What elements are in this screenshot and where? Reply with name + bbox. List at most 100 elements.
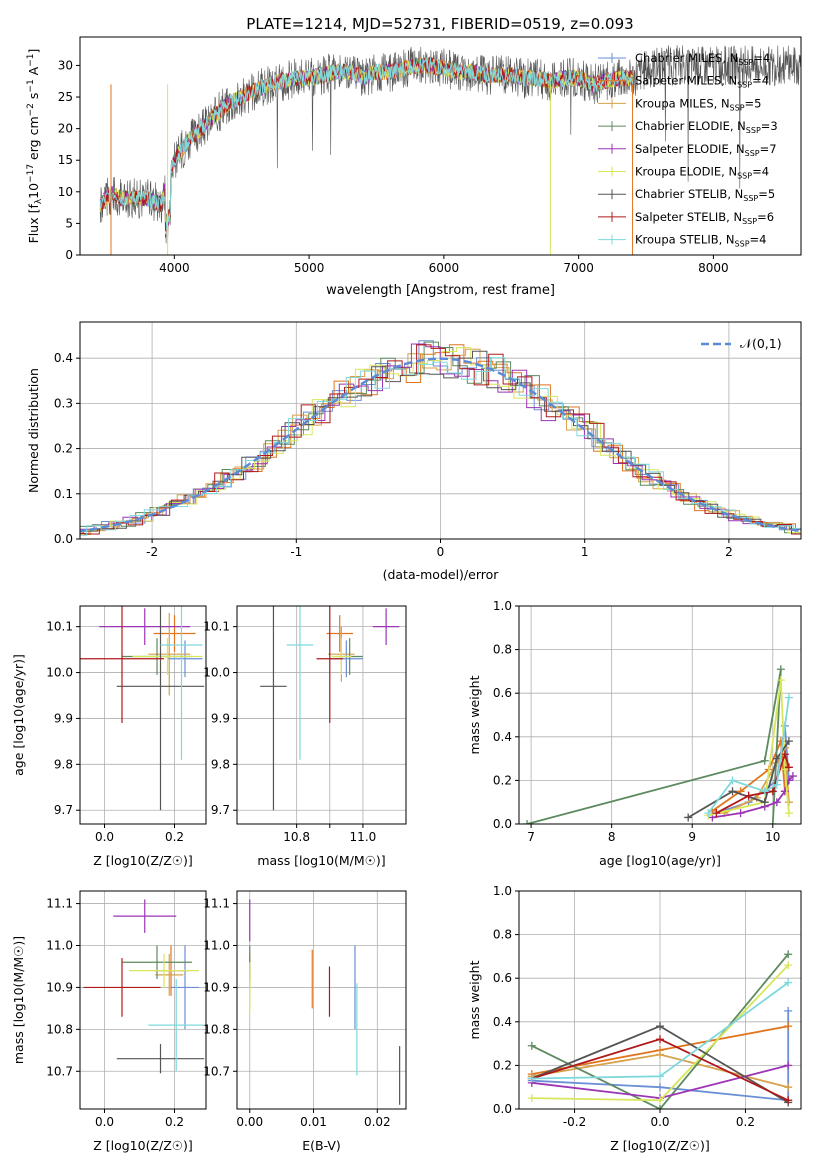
y-tick-label: 11.1 — [203, 897, 230, 911]
y-tick-label: 11.1 — [46, 897, 73, 911]
plus-marker — [712, 809, 721, 818]
x-axis-label: E(B-V) — [302, 1138, 341, 1153]
axes-frame — [518, 605, 802, 825]
mass-age-panel: 10.8 11.0 9.7 9.8 9.9 10.0 10.1 mass [log10(M/M… — [203, 605, 407, 868]
plus-marker — [784, 950, 793, 959]
plus-marker — [768, 787, 777, 796]
x-tick-label: -1 — [290, 545, 302, 559]
x-tick-label: 0.01 — [300, 1115, 327, 1129]
plus-marker — [527, 1094, 536, 1103]
plus-marker — [656, 1035, 664, 1044]
y-axis-label: Normed distribution — [26, 368, 41, 493]
plus-marker — [784, 1096, 793, 1105]
x-tick-label: 7000 — [563, 261, 594, 275]
y-tick-label: 0.6 — [493, 971, 512, 985]
y-tick-label: 10.7 — [46, 1064, 73, 1078]
y-axis-label: mass weight — [467, 675, 482, 754]
y-tick-label: 9.8 — [211, 757, 230, 771]
plus-marker — [736, 809, 745, 818]
x-tick-label: 10 — [765, 830, 780, 844]
y-tick-label: 5 — [65, 216, 73, 230]
y-tick-label: 25 — [58, 90, 73, 104]
y-tick-label: 0.4 — [493, 1015, 512, 1029]
plus-marker — [684, 813, 693, 822]
plus-marker — [523, 820, 532, 824]
plus-marker — [656, 1105, 664, 1109]
x-tick-label: 0 — [437, 545, 445, 559]
plus-marker — [527, 1074, 536, 1083]
legend-label: Salpeter STELIB, NSSP=6 — [635, 210, 774, 226]
plus-marker — [704, 809, 713, 818]
x-axis-label: age [log10(age/yr)] — [599, 853, 721, 868]
axes-frame — [79, 321, 802, 540]
histogram-step-3 — [80, 341, 801, 535]
plus-marker — [772, 754, 781, 763]
y-tick-label: 0.0 — [54, 532, 73, 546]
plus-marker — [760, 787, 769, 796]
x-tick-label: 0.2 — [165, 1115, 184, 1129]
histogram-step-8 — [80, 357, 801, 536]
plus-marker — [784, 809, 793, 818]
spectrum-panel: 4000 5000 6000 7000 8000 0 5 10 15 20 25 30 waveleng… — [26, 36, 802, 298]
y-tick-label: 0.2 — [493, 1058, 512, 1072]
x-tick-label: 1 — [581, 545, 589, 559]
y-tick-label: 10.0 — [203, 666, 230, 680]
plot-area — [249, 899, 401, 1105]
plus-marker — [780, 750, 789, 759]
y-tick-label: 0.4 — [493, 730, 512, 744]
plot-area — [523, 665, 797, 824]
y-tick-label: 0.0 — [493, 1102, 512, 1116]
x-tick-label: 11.0 — [350, 830, 377, 844]
histogram-step-4 — [80, 343, 801, 532]
y-tick-label: 0.3 — [54, 396, 73, 410]
y-tick-label: 0.8 — [493, 928, 512, 942]
age-massweight-panel: 7 8 9 10 0.0 0.2 0.4 0.6 0.8 1.0 age [log10(age/yr… — [467, 599, 802, 868]
axes-frame — [79, 605, 207, 825]
legend-label: Salpeter MILES, NSSP=4 — [635, 74, 769, 90]
legend: Chabrier MILES, NSSP=4 Salpeter MILES, NS… — [598, 51, 778, 249]
plot-area — [527, 950, 793, 1109]
plus-marker — [656, 1083, 664, 1092]
plus-marker — [776, 665, 785, 674]
legend-label: Kroupa MILES, NSSP=5 — [635, 96, 761, 112]
x-tick-label: 4000 — [159, 261, 190, 275]
y-tick-label: 1.0 — [493, 599, 512, 613]
legend-label: 𝒩(0,1) — [740, 336, 782, 351]
x-tick-label: -2 — [146, 545, 158, 559]
plus-marker — [784, 1006, 793, 1015]
spectrum-line-8 — [99, 57, 633, 231]
weight-line-3 — [526, 669, 782, 824]
plot-area — [80, 340, 801, 536]
plot-area — [83, 899, 205, 1074]
y-axis-label: mass [log10(M/M☉)] — [11, 936, 26, 1064]
y-tick-label: 10.7 — [203, 1064, 230, 1078]
y-tick-label: 10.1 — [203, 620, 230, 634]
legend-label: Chabrier ELODIE, NSSP=3 — [635, 119, 778, 135]
legend-label: Kroupa STELIB, NSSP=4 — [635, 233, 766, 249]
y-tick-label: 9.8 — [54, 757, 73, 771]
y-tick-label: 0.2 — [493, 773, 512, 787]
plus-marker — [784, 693, 793, 702]
x-tick-label: 2 — [725, 545, 733, 559]
plus-marker — [784, 978, 793, 987]
y-tick-label: 9.7 — [54, 803, 73, 817]
weight-line-0 — [531, 1010, 790, 1102]
x-tick-label: 9 — [688, 830, 696, 844]
plus-marker — [772, 780, 781, 789]
plus-marker — [744, 791, 753, 800]
y-tick-label: 15 — [58, 153, 73, 167]
plus-marker — [784, 1061, 793, 1070]
y-tick-label: 10.8 — [203, 1022, 230, 1036]
y-tick-label: 0.8 — [493, 643, 512, 657]
x-axis-label: mass [log10(M/M☉)] — [257, 853, 385, 868]
y-tick-label: 0.4 — [54, 351, 73, 365]
x-tick-label: 0.02 — [364, 1115, 391, 1129]
y-tick-label: 11.0 — [203, 939, 230, 953]
x-tick-label: 8 — [608, 830, 616, 844]
x-axis-label: Z [log10(Z/Z☉)] — [610, 1138, 710, 1153]
y-tick-label: 0.0 — [493, 817, 512, 831]
legend-label: Kroupa ELODIE, NSSP=4 — [635, 165, 769, 181]
x-tick-label: 0.2 — [736, 1115, 755, 1129]
plus-marker — [656, 1050, 664, 1059]
